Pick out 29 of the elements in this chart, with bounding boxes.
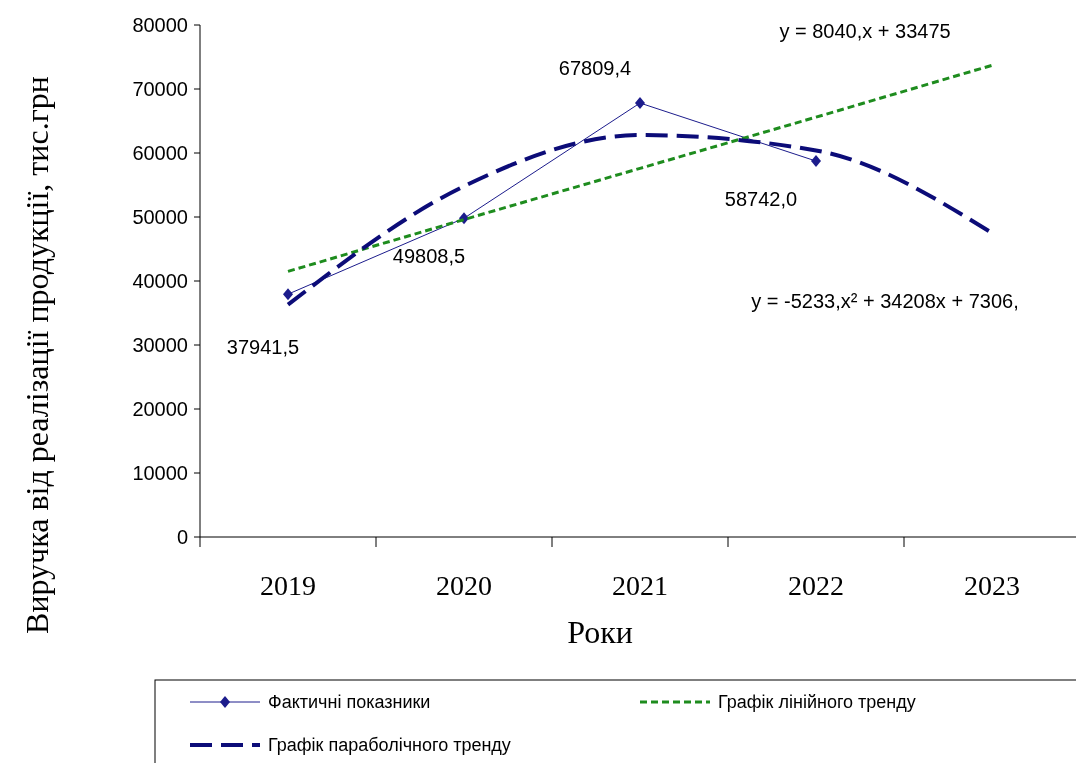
- legend-label: Графік лінійного тренду: [718, 692, 916, 713]
- y-tick-label: 70000: [132, 78, 188, 100]
- data-label: 58742,0: [724, 188, 798, 211]
- data-label: 49808,5: [392, 245, 466, 268]
- x-tick-label: 2022: [788, 570, 844, 601]
- annotation: y = -5233,x² + 34208x + 7306,: [751, 290, 1019, 312]
- data-label: 37941,5: [226, 336, 300, 359]
- y-tick-label: 40000: [132, 270, 188, 292]
- x-axis-title: Роки: [567, 614, 633, 650]
- point: [283, 288, 293, 301]
- y-tick-label: 60000: [132, 142, 188, 164]
- x-tick-label: 2021: [612, 570, 668, 601]
- point: [635, 97, 645, 110]
- data-label: 67809,4: [558, 57, 632, 80]
- annotation: y = 8040,x + 33475: [779, 20, 951, 42]
- y-tick-label: 30000: [132, 334, 188, 356]
- x-tick-label: 2019: [260, 570, 316, 601]
- y-tick-label: 10000: [132, 462, 188, 484]
- line-series: [286, 63, 994, 273]
- x-tick-label: 2020: [436, 570, 492, 601]
- y-axis-title: Виручка від реалізації продукції, тис.грн: [19, 76, 55, 634]
- y-tick-label: 50000: [132, 206, 188, 228]
- y-tick-label: 0: [176, 526, 188, 548]
- legend-label: Графік параболічного тренду: [268, 735, 511, 756]
- point: [811, 155, 821, 168]
- legend-label: Фактичні показники: [268, 692, 431, 713]
- y-tick-label: 80000: [132, 14, 188, 36]
- x-tick-label: 2023: [964, 570, 1020, 601]
- y-tick-label: 20000: [132, 398, 188, 420]
